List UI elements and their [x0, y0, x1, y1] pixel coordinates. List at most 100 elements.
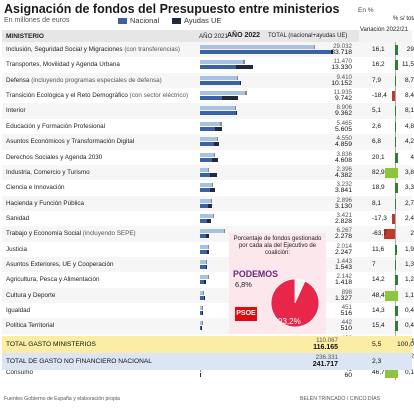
pie-chart: [270, 278, 320, 328]
variation-value: 7: [372, 261, 376, 269]
bar-2022-ue: [206, 218, 212, 223]
share-value: 4,8: [404, 122, 414, 130]
value-2021: 3.421: [336, 211, 352, 219]
share-value: 1,1: [404, 291, 414, 299]
bar-group: [200, 227, 338, 240]
pie-podemos-label: PODEMOS: [233, 269, 278, 279]
value-2022: 3.841: [334, 187, 352, 195]
share-value: 2,4: [404, 214, 414, 222]
ministry-note: (con sector eléctrico): [129, 92, 189, 100]
variation-bar: [395, 321, 398, 332]
bar-2021-ue: [207, 244, 209, 249]
variation-cell: 11,6: [360, 241, 398, 258]
bar-2021-ue: [208, 167, 210, 172]
value-2022: 2.247: [334, 248, 352, 256]
bar-2021-nacional: [200, 229, 225, 234]
bar-2021-nacional: [200, 321, 202, 326]
variation-cell: -18,4: [360, 88, 398, 104]
bar-2022-ue: [211, 157, 219, 162]
share-value: 2,7: [404, 199, 414, 207]
ministry-label: Asuntos Económicos y Transformación Digi…: [6, 138, 134, 145]
bar-2021-nacional: [200, 75, 238, 80]
variation-value: 16,1: [372, 46, 385, 53]
ministry-name: Política Territorial: [6, 322, 55, 330]
total-row-gasto-no-financiero: TOTAL DE GASTO NO FINANCIERO NACIONAL 23…: [2, 353, 412, 370]
bar-2021-nacional: [200, 290, 204, 295]
value-2022: 2.278: [334, 233, 352, 241]
value-2021: 898: [341, 288, 352, 296]
share-value: 1,3: [404, 261, 414, 269]
total-row-ministerios: TOTAL GASTO MINISTERIOS 110.067 116.165 …: [2, 336, 414, 353]
bar-2022-nacional: [200, 265, 206, 270]
value-2021: 3.232: [336, 181, 352, 189]
value-2021: 8.906: [336, 104, 352, 112]
pie-slice-psoe: [270, 278, 320, 328]
share-value: 4,2: [404, 138, 414, 146]
legend-nacional-swatch: [118, 17, 127, 24]
bar-2022-nacional: [200, 65, 237, 70]
bar-group: [200, 289, 338, 302]
variation-cell: 8,1: [360, 195, 398, 211]
bar-group: [200, 135, 338, 148]
bar-2022-ue: [214, 126, 223, 131]
bar-2021-nacional: [200, 137, 218, 142]
bar-2022-nacional: [200, 126, 215, 131]
table-row: Sanidad 3.421 2.828 -17,3 2,4: [2, 210, 414, 227]
table-row: Defensa (incluyendo programas especiales…: [2, 72, 414, 89]
bar-2022-nacional: [200, 142, 214, 147]
bar-2021-ue: [235, 106, 236, 111]
bar-2022-ue: [213, 142, 220, 147]
bar-2021-ue: [205, 260, 207, 265]
header-variation: Variación 2022/21: [360, 27, 408, 33]
value-2021: 442: [341, 319, 352, 327]
variation-cell: 48,4: [360, 287, 398, 304]
variation-bar: [395, 260, 397, 271]
variation-cell: 16,2: [360, 57, 398, 73]
ministry-name: Asuntos Económicos y Transformación Digi…: [6, 138, 135, 146]
ministry-name: Industria, Comercio y Turismo: [6, 168, 90, 176]
variation-value: 5,1: [372, 107, 382, 115]
value-2022: 510: [340, 325, 352, 333]
total-ministerios-share: 100,0: [396, 341, 414, 348]
variation-cell: 18,9: [360, 180, 398, 196]
bar-2021-ue: [203, 290, 204, 295]
bar-2022-nacional: [200, 96, 223, 101]
bar-group: [200, 319, 338, 332]
bar-2021-nacional: [200, 121, 221, 126]
bar-2021-ue: [201, 306, 203, 311]
bar-group: [200, 197, 338, 210]
variation-cell: -63,7: [360, 226, 398, 242]
bar-2021-ue: [244, 91, 248, 96]
table-row: Derechos Sociales y Agenda 2030 3.836 4.60…: [2, 149, 414, 165]
bar-2021-ue: [212, 213, 214, 218]
value-2021: 451: [341, 304, 352, 312]
ministry-name: Justicia: [6, 245, 27, 253]
header-band-dark: [2, 30, 359, 42]
ministry-label: Inclusión, Seguridad Social y Migracione…: [6, 46, 180, 53]
bar-2021-nacional: [200, 275, 209, 280]
total-gasto-label: TOTAL DE GASTO NO FINANCIERO NACIONAL: [6, 358, 152, 365]
ministry-name: Ciencia e Innovación: [6, 184, 65, 192]
bar-group: [200, 74, 338, 87]
value-2022: 9.742: [334, 95, 352, 103]
bar-2021-ue: [224, 229, 225, 234]
ministry-note: (incluyendo SEPE): [82, 230, 136, 238]
value-2022: 516: [340, 310, 352, 318]
bar-group: [200, 166, 338, 179]
variation-bar: [395, 137, 397, 148]
variation-bar: [395, 106, 396, 117]
pie-podemos-pct: 6,8%: [235, 280, 252, 289]
table-row: Igualdad 451 516 14,3 0,4: [2, 303, 414, 319]
bar-2021-nacional: [200, 306, 202, 311]
legend-nacional-label: Nacional: [130, 16, 160, 25]
value-2022: 4.608: [334, 156, 352, 164]
value-2021: 11.935: [333, 89, 352, 97]
bar-group: [200, 258, 338, 271]
value-2021: 1.443: [336, 258, 352, 266]
variation-bar: [383, 229, 395, 240]
ministry-name: Sanidad: [6, 214, 30, 222]
value-2021: 4.550: [336, 135, 352, 143]
table-row: Hacienda y Función Pública 2.896 3.130 8,1 2…: [2, 195, 414, 211]
ministry-name: Inclusión, Seguridad Social y Migracione…: [6, 46, 123, 53]
value-2021: 2.142: [336, 273, 352, 281]
